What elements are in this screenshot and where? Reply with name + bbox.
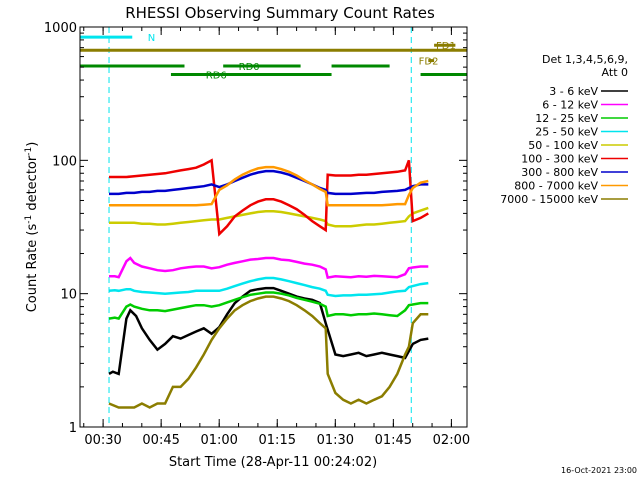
series-line (109, 206, 429, 228)
y-label-part: ) (25, 142, 40, 147)
y-tick-label: 1000 (44, 21, 77, 36)
flag-bar-label: RD6 (206, 71, 227, 82)
flag-bar-label: FD1 (436, 41, 456, 52)
x-tick-label: 00:30 (84, 433, 121, 448)
series-line (108, 286, 429, 376)
x-tick-label: 00:45 (142, 433, 179, 448)
flag-bar-label: RD0 (239, 62, 260, 73)
legend-label: 100 - 300 keV (521, 153, 598, 166)
chart-title: RHESSI Observing Summary Count Rates (125, 4, 435, 22)
y-label-sup: -1 (24, 147, 34, 156)
flag-bar-label: FD2 (419, 57, 439, 68)
legend-label: 3 - 6 keV (549, 85, 598, 98)
legend-label: 50 - 100 keV (528, 139, 598, 152)
y-label-sup: -1 (24, 215, 34, 224)
series-line (109, 165, 429, 207)
x-tick-label: 01:00 (200, 433, 237, 448)
series-line (109, 158, 429, 237)
legend-label: 25 - 50 keV (535, 126, 598, 139)
legend-label: 6 - 12 keV (542, 99, 598, 112)
legend-label: 12 - 25 keV (535, 112, 598, 125)
legend-label: 800 - 7000 keV (514, 180, 598, 193)
legend-header-line2: Att 0 (602, 66, 628, 79)
series-line (109, 169, 429, 196)
y-axis-label: Count Rate (s-1 detector-1) (24, 142, 40, 313)
x-tick-label: 01:30 (317, 433, 354, 448)
legend-header-line1: Det 1,3,4,5,6,9, (542, 53, 628, 66)
x-tick-label: 02:00 (433, 433, 470, 448)
series-line (109, 256, 429, 280)
x-tick-label: 01:15 (259, 433, 296, 448)
y-axis-ticks: 1 10 100 1000 (44, 21, 467, 436)
series-line (108, 295, 429, 409)
y-tick-label: 10 (60, 288, 77, 303)
plot-area: N FD1 FD2 RD0 RD6 (79, 27, 468, 427)
x-axis-ticks: 00:30 00:45 01:00 01:15 01:30 01:45 02:00 (83, 27, 470, 448)
legend-label: 300 - 800 keV (521, 166, 598, 179)
x-tick-label: 01:45 (375, 433, 412, 448)
series-line (108, 276, 429, 298)
series-line (108, 291, 429, 321)
x-axis-label: Start Time (28-Apr-11 00:24:02) (169, 455, 377, 470)
footer-date: 16-Oct-2021 23:00 (561, 466, 637, 475)
y-tick-label: 1 (69, 421, 77, 436)
y-label-part: detector (25, 155, 40, 215)
y-tick-label: 100 (52, 154, 77, 169)
legend-label: 7000 - 15000 keV (500, 193, 598, 206)
flag-bar-label: N (148, 33, 155, 44)
y-label-part: Count Rate (s (25, 224, 40, 313)
plot-frame (79, 26, 468, 428)
